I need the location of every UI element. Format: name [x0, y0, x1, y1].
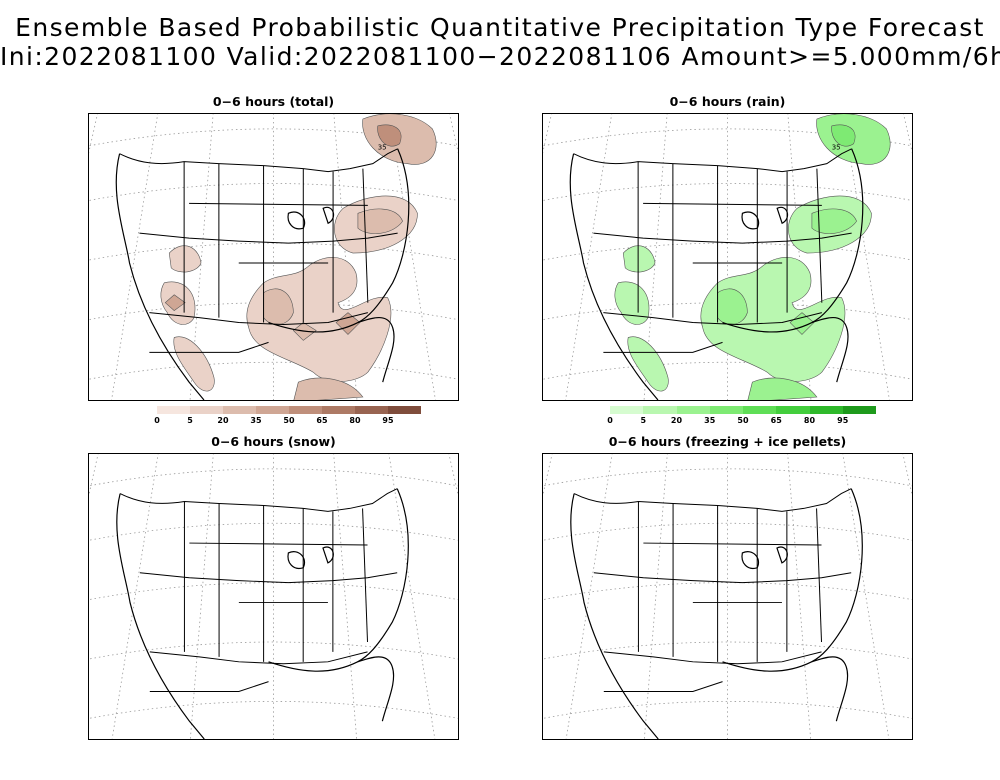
state-borders [573, 488, 852, 692]
chart-title-line1: Ensemble Based Probabilistic Quantitativ… [15, 13, 985, 42]
colorbar-swatch [610, 406, 644, 414]
colorbar-tick-label: 5 [640, 416, 647, 425]
colorbar-tick-label: 5 [187, 416, 193, 425]
latlon-grid [89, 114, 458, 400]
colorbar-tick-label: 80 [803, 416, 816, 425]
colorbar-tick-label: 65 [770, 416, 782, 425]
contour-label-35: 35 [378, 144, 387, 152]
state-borders [119, 488, 398, 692]
colorbar-tick-label: 0 [154, 416, 160, 425]
probability-shading-total [160, 114, 437, 400]
map-panel-rain: 35 [542, 113, 913, 401]
colorbar-swatch [256, 406, 289, 414]
panel-freezing-title: 0−6 hours (freezing + ice pellets) [608, 434, 847, 449]
colorbar-swatch [809, 406, 843, 414]
contour-label-35: 35 [832, 144, 841, 152]
colorbar-swatch [743, 406, 777, 414]
colorbar-swatch [355, 406, 388, 414]
chart-title-line2: Ini:2022081100 Valid:2022081100−20220811… [0, 42, 1000, 71]
colorbar-rain-ticks: 0 5 20 35 50 65 80 95 [607, 414, 876, 426]
map-freezing-svg [543, 454, 912, 739]
colorbar-tick-label: 50 [283, 416, 295, 425]
colorbar-tick-label: 50 [737, 416, 749, 425]
map-panel-snow [88, 453, 459, 740]
latlon-grid [543, 114, 912, 400]
panel-snow-title: 0−6 hours (snow) [211, 434, 336, 449]
colorbar-tick-label: 95 [382, 416, 394, 425]
colorbar-tick-label: 35 [250, 416, 262, 425]
colorbar-tick-label: 80 [349, 416, 361, 425]
colorbar-rain: 0 5 20 35 50 65 80 95 [607, 406, 876, 426]
panel-total-title: 0−6 hours (total) [212, 94, 335, 109]
colorbar-total-ticks: 0 5 20 35 50 65 80 95 [154, 414, 421, 426]
latlon-grid [543, 454, 912, 739]
state-borders [119, 148, 398, 353]
map-panel-freezing [542, 453, 913, 740]
latlon-grid [89, 454, 458, 739]
colorbar-swatch [322, 406, 355, 414]
colorbar-tick-label: 20 [217, 416, 229, 425]
colorbar-swatch [157, 406, 190, 414]
colorbar-tick-label: 20 [670, 416, 683, 425]
colorbar-swatch [709, 406, 743, 414]
map-rain-svg: 35 [543, 114, 912, 400]
coastline [116, 488, 409, 739]
map-total-svg: 35 [89, 114, 458, 400]
colorbar-tick-label: 95 [837, 416, 849, 425]
colorbar-swatch [190, 406, 223, 414]
colorbar-swatch [289, 406, 322, 414]
map-snow-svg [89, 454, 458, 739]
coastline [570, 488, 863, 739]
colorbar-swatch [388, 406, 421, 414]
colorbar-swatch [643, 406, 677, 414]
colorbar-swatch [842, 406, 876, 414]
coastline [569, 148, 864, 400]
coastline [115, 148, 410, 400]
colorbar-tick-label: 35 [704, 416, 716, 425]
colorbar-tick-label: 0 [607, 416, 613, 425]
colorbar-rain-swatches [610, 406, 876, 414]
panel-rain-title: 0−6 hours (rain) [669, 94, 786, 109]
colorbar-swatch [676, 406, 710, 414]
state-borders [573, 148, 852, 353]
colorbar-total-swatches [157, 406, 421, 414]
map-panel-total: 35 [88, 113, 459, 401]
colorbar-tick-label: 65 [316, 416, 328, 425]
colorbar-swatch [223, 406, 256, 414]
colorbar-total: 0 5 20 35 50 65 80 95 [154, 406, 421, 426]
colorbar-swatch [776, 406, 810, 414]
probability-shading-rain [614, 114, 891, 400]
